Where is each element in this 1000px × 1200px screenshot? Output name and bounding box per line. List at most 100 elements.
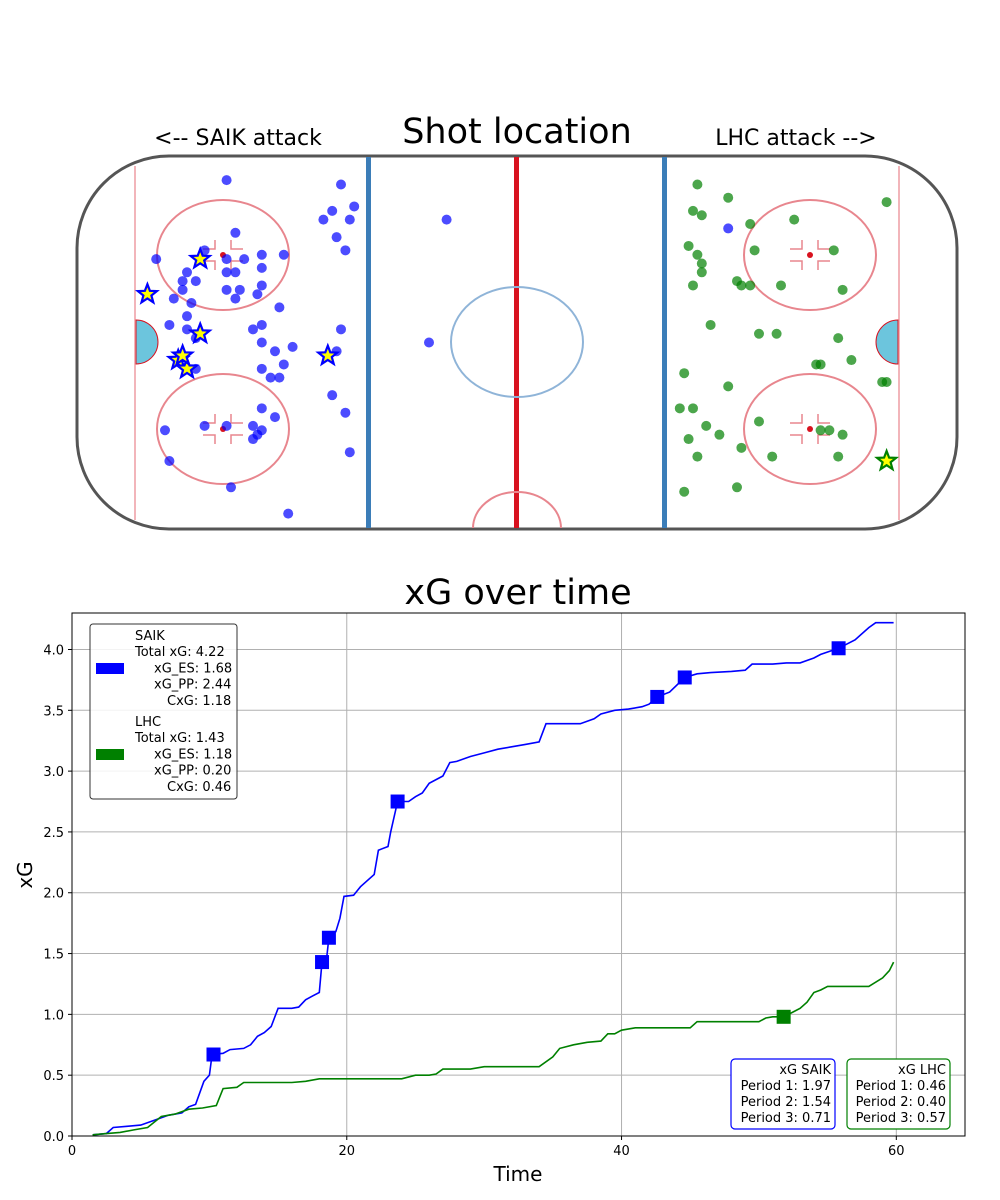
saik-goal-marker [315,955,330,970]
saik-shot-dot [327,205,338,216]
lhc-shot-dot [696,210,707,221]
lhc-shot-dot [815,359,826,370]
saik-shot-dot [340,245,351,256]
saik-attack-label: <-- SAIK attack [154,126,322,151]
saik-goal-marker [650,689,665,704]
saik-goal-star [170,342,196,367]
saik-shot-dot [164,455,175,466]
period-box-text: Period 3: 0.57 [856,1111,946,1126]
x-axis-label: Time [493,1162,543,1186]
saik-shot-dot [318,214,329,225]
saik-shot-dot [441,214,452,225]
y-tick-label: 3.0 [43,765,64,780]
saik-shot-dot [270,412,280,423]
lhc-shot-dot [749,245,760,256]
y-tick-label: 2.5 [43,826,64,841]
faceoff-circle-bottom-right [743,373,877,485]
blue-line-right [662,157,667,528]
saik-shot-dot [177,284,188,295]
lhc-shot-dot [815,425,826,436]
saik-shot-dot [221,267,232,278]
y-tick-label: 3.5 [43,704,64,719]
lhc-shot-dot [688,205,698,216]
rink-title: Shot location [402,112,632,152]
series-lines [92,621,895,1136]
saik-shot-dot [270,346,280,357]
y-tick-label: 0.0 [43,1130,64,1145]
shot-markers [134,175,900,519]
lhc-shot-dot [754,328,764,339]
saik-shot-dot [256,319,267,330]
legend-text: Total xG: 4.22 [134,645,225,660]
saik-shot-dot [424,337,434,348]
legend-text: SAIK [135,629,165,644]
saik-shot-dot [221,254,232,265]
saik-shot-dot [190,276,201,287]
lhc-shot-dot [679,486,690,497]
lhc-shot-dot [683,434,694,445]
lhc-shot-dot [837,284,848,295]
saik-shot-dot [336,324,346,335]
legend-swatch [96,663,124,674]
lhc-shot-dot [692,179,703,190]
x-tick-label: 20 [338,1144,355,1159]
center-circle [450,286,584,398]
lhc-shot-dot [696,267,707,278]
saik-shot-dot [177,276,188,287]
legend-text: Total xG: 1.43 [134,731,225,746]
lhc-shot-dot [736,280,747,291]
y-tick-label: 1.0 [43,1008,64,1023]
saik-shot-dot [256,363,267,374]
saik-goal-star [187,245,213,270]
referee-crease [472,491,562,529]
lhc-goal-marker [776,1009,791,1024]
saik-shot-dot [287,341,298,352]
legend-text: xG_PP: 0.20 [154,764,231,779]
crease-left [135,319,159,365]
saik-shot-dot [344,447,355,458]
saik-shot-dot [340,407,351,418]
legend-swatch [96,749,124,760]
saik-shot-dot [256,337,267,348]
period-box-text: Period 1: 0.46 [856,1079,946,1094]
saik-shot-dot [182,324,192,335]
saik-shot-dot [252,429,263,440]
lhc-shot-dot [723,381,734,392]
lhc-attack-label: LHC attack --> [715,126,877,151]
lhc-shot-dot [776,280,786,291]
saik-goal-star [315,342,341,367]
lhc-shot-dot [824,425,835,436]
legend-text: CxG: 0.46 [167,780,231,795]
x-tick-label: 40 [613,1144,630,1159]
saik-goal-marker [206,1047,221,1062]
saik-goal-marker [677,670,692,685]
blue-line-left [366,157,371,528]
crease-right [875,319,899,365]
saik-shot-dot [221,175,232,186]
saik-shot-dot [256,262,267,273]
lhc-shot-dot [745,280,756,291]
period-box-text: Period 2: 0.40 [856,1095,946,1110]
lhc-shot-dot [789,214,800,225]
saik-shot-dot [182,311,192,322]
saik-shot-dot [230,293,241,304]
faceoff-circle-top-right [743,199,877,311]
saik-shot-dot [199,420,210,431]
saik-shot-dot [327,390,338,401]
lhc-shot-dot [828,245,839,256]
axis-ticks: 0 20 40 60 0.0 0.5 1.0 1.5 2.0 2.5 3.0 3.5 4.0 [43,643,904,1159]
legend-text: xG_PP: 2.44 [154,678,231,693]
saik-shot-dot [248,420,258,431]
lhc-shot-dot [833,333,844,344]
faceoff-circle-bottom-left [156,373,290,485]
saik-shot-dot [182,267,192,278]
period-box-text: Period 2: 1.54 [741,1095,831,1110]
saik-shot-dot [331,232,342,243]
x-tick-label: 60 [888,1144,905,1159]
saik-shot-dot [168,293,179,304]
lhc-shot-dot [745,219,756,230]
saik-shot-dot [234,284,245,295]
lhc-shot-dot [674,403,685,414]
